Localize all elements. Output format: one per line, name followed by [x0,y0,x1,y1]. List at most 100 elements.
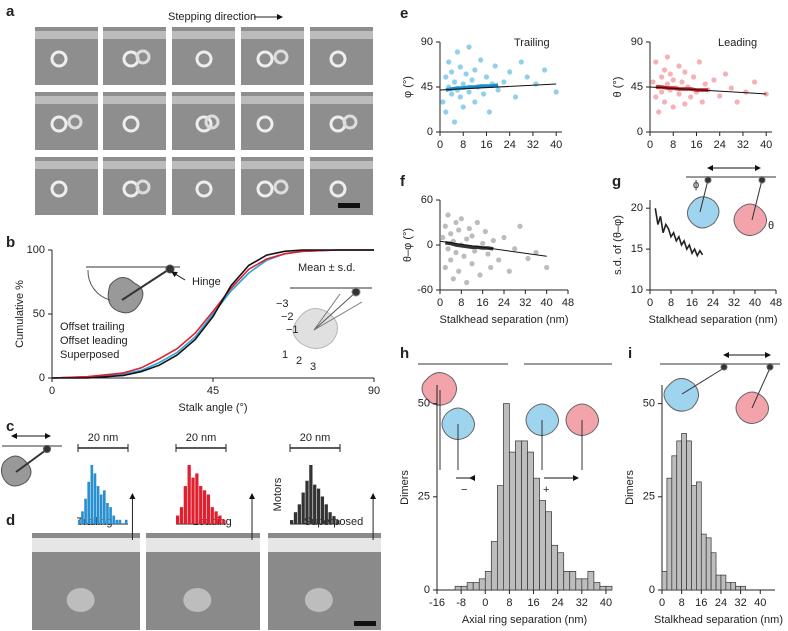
x-tick-label: 40 [754,597,766,609]
panel-label: g [612,173,621,190]
particle [50,50,68,68]
bar [309,465,313,524]
x-tick-label: 24 [714,139,726,151]
bar [324,504,328,524]
bar [81,511,84,524]
bar [478,578,486,591]
y-axis-label: φ (°) [402,76,414,98]
bar [466,582,474,591]
point [690,74,697,80]
filament [35,161,98,169]
particle [256,115,274,133]
point [544,264,550,271]
x-tick-label: 0 [437,297,443,309]
point [450,276,456,282]
y-tick-label: 0 [427,126,433,138]
point [495,87,501,93]
legend-label: Offset leading [60,335,128,347]
filament [35,31,98,39]
point [679,79,685,85]
scale-bar [338,203,360,208]
point [443,109,449,115]
point [445,212,451,218]
point [656,109,662,115]
y-axis-label: θ–φ (°) [402,228,414,262]
bar [696,481,702,591]
point [525,255,531,262]
filament [32,538,140,552]
point [449,69,455,75]
x-tick-label: 45 [207,385,219,397]
line [654,208,704,258]
point [472,99,478,105]
bar [332,516,336,524]
bar [545,511,553,591]
point [553,89,559,95]
point [464,236,470,242]
legend-label: Offset trailing [60,321,125,333]
point [477,272,483,278]
bar [575,578,583,591]
x-tick-label: 8 [670,139,676,151]
bar [84,498,87,524]
filament [172,96,235,104]
particle [66,588,95,612]
bar [605,585,613,591]
bar [730,582,737,591]
bar [199,486,203,524]
x-tick-label: 40 [749,297,761,309]
fit-line [649,86,767,95]
x-tick-label: 40 [550,139,562,151]
panel-label: h [400,345,409,362]
scale-label: 20 nm [300,432,331,444]
point [448,231,454,237]
bar [118,519,122,524]
bar [735,585,741,591]
point [533,81,539,87]
bar [515,440,522,591]
point [728,85,734,91]
bar [686,440,692,591]
x-tick-label: 16 [695,597,707,609]
point [512,94,519,100]
point [702,81,708,87]
point [466,89,472,95]
caption: Stepping direction [168,11,256,23]
point [453,249,459,256]
legend-label: Leading [718,37,757,49]
y-tick-label: -60 [417,284,433,296]
y-axis-label: Dimers [399,470,411,505]
bar [454,585,462,591]
y-tick-label: 100 [27,244,45,256]
particle [50,180,68,198]
x-tick-label: 0 [49,385,55,397]
y-axis-label: Cumulative % [14,280,26,348]
filament [35,96,98,104]
bar [290,520,294,524]
bar [533,477,540,591]
point [460,81,466,87]
bar [301,492,305,524]
point [454,49,461,55]
x-tick-label: 24 [707,297,719,309]
x-tick-label: 8 [679,597,685,609]
bar [90,465,94,524]
bar [222,519,226,524]
filament [310,31,373,39]
point [734,99,740,105]
point [506,268,512,274]
bar [700,533,707,591]
bar [563,571,571,591]
bar [191,477,195,524]
bar [490,541,498,591]
y-tick-label: 90 [421,36,433,48]
bar [725,582,732,591]
bar [109,507,112,524]
bar [106,502,109,524]
y-tick-label: 90 [631,36,643,48]
point [501,79,507,85]
point [696,59,702,65]
bar [176,515,180,524]
filament [310,161,373,169]
particle [67,114,83,130]
